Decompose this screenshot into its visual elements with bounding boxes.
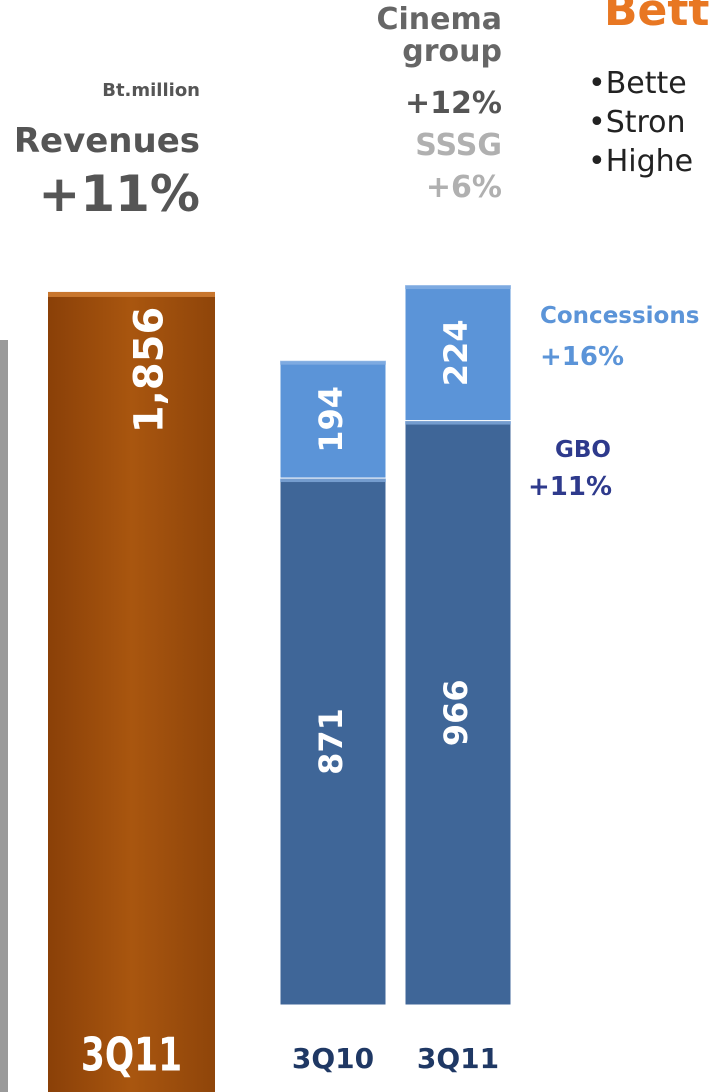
segment-highlight [280,478,386,483]
bar [48,291,215,1092]
legend-change: +16% [540,342,625,372]
bullet-list: Bette Stron Highe [588,64,693,181]
cropped-bar [0,340,8,1092]
x-tick-label: 3Q10 [292,1042,374,1075]
subtitle: SSSG [415,128,502,163]
chart-title: Revenues [13,121,200,161]
value-label: 224 [437,319,475,386]
segment-highlight [405,420,511,425]
x-tick-label: 3Q11 [417,1042,499,1075]
unit-label: Bt.million [102,80,200,101]
legend-name: GBO [555,437,611,463]
value-label: 966 [437,679,475,746]
subtitle-change: +6% [425,170,502,205]
segment-highlight [280,360,386,365]
bullet: Highe [588,142,693,181]
segment-highlight [405,285,511,290]
chart-title: Cinema group [376,2,502,69]
bar-segment [404,420,512,1006]
bar-highlight [48,291,215,297]
change-label: +12% [405,86,502,121]
x-tick-label: 3Q11 [81,1027,182,1081]
bar-segment [279,360,387,479]
bullet: Bette [588,64,693,103]
heading: Bett [604,0,710,36]
value-label: 871 [312,708,350,775]
value-label: 194 [312,386,350,453]
legend-change: +11% [528,472,613,502]
legend-name: Concessions [540,303,700,329]
bullet: Stron [588,103,693,142]
bar-segment [279,477,387,1006]
bar-segment [404,284,512,422]
change-label: +11% [38,165,200,223]
value-label: 1,856 [127,307,173,434]
